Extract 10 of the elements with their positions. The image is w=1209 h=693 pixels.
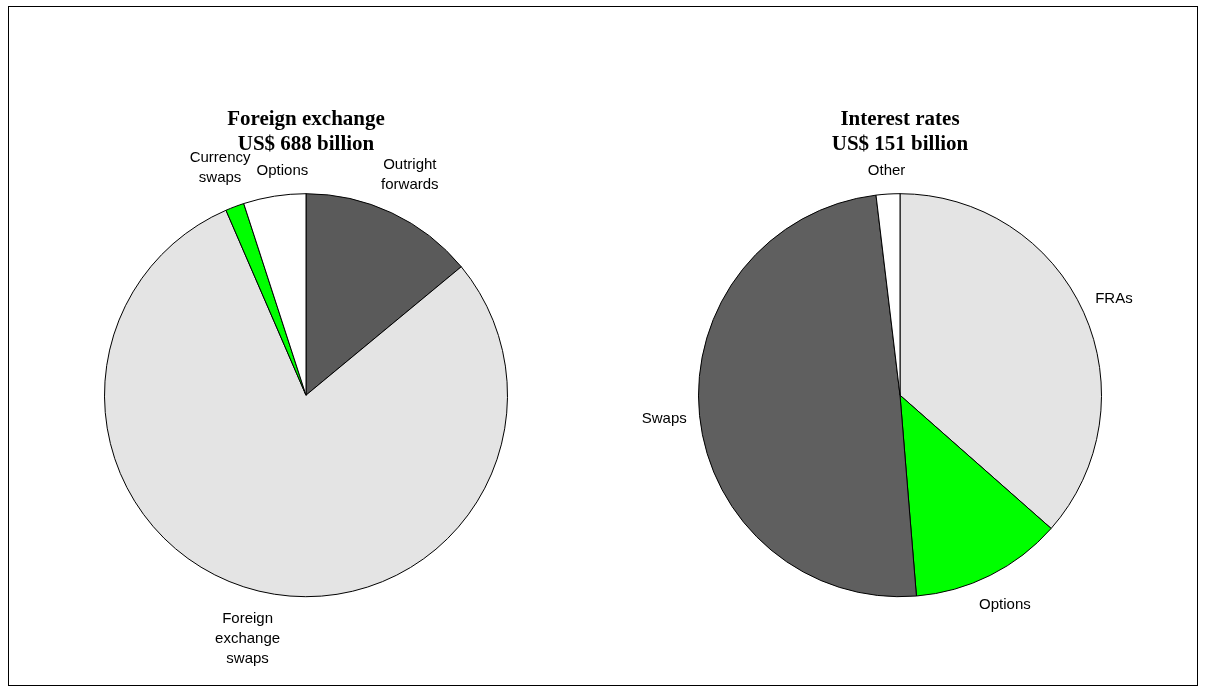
slice-label: Options [256, 160, 309, 178]
chart-title: Interest rates [840, 106, 960, 131]
slice-label: Outright forwards [381, 154, 439, 192]
slice-label: Other [867, 161, 906, 179]
slice-label: Foreign exchange swaps [215, 608, 281, 666]
chart-title: Foreign exchange [227, 106, 385, 131]
slice-label: FRAs [1095, 288, 1133, 306]
chart-subtitle: US$ 151 billion [831, 131, 969, 156]
slice-label: Swaps [641, 409, 687, 427]
slice-label: Options [979, 594, 1031, 612]
